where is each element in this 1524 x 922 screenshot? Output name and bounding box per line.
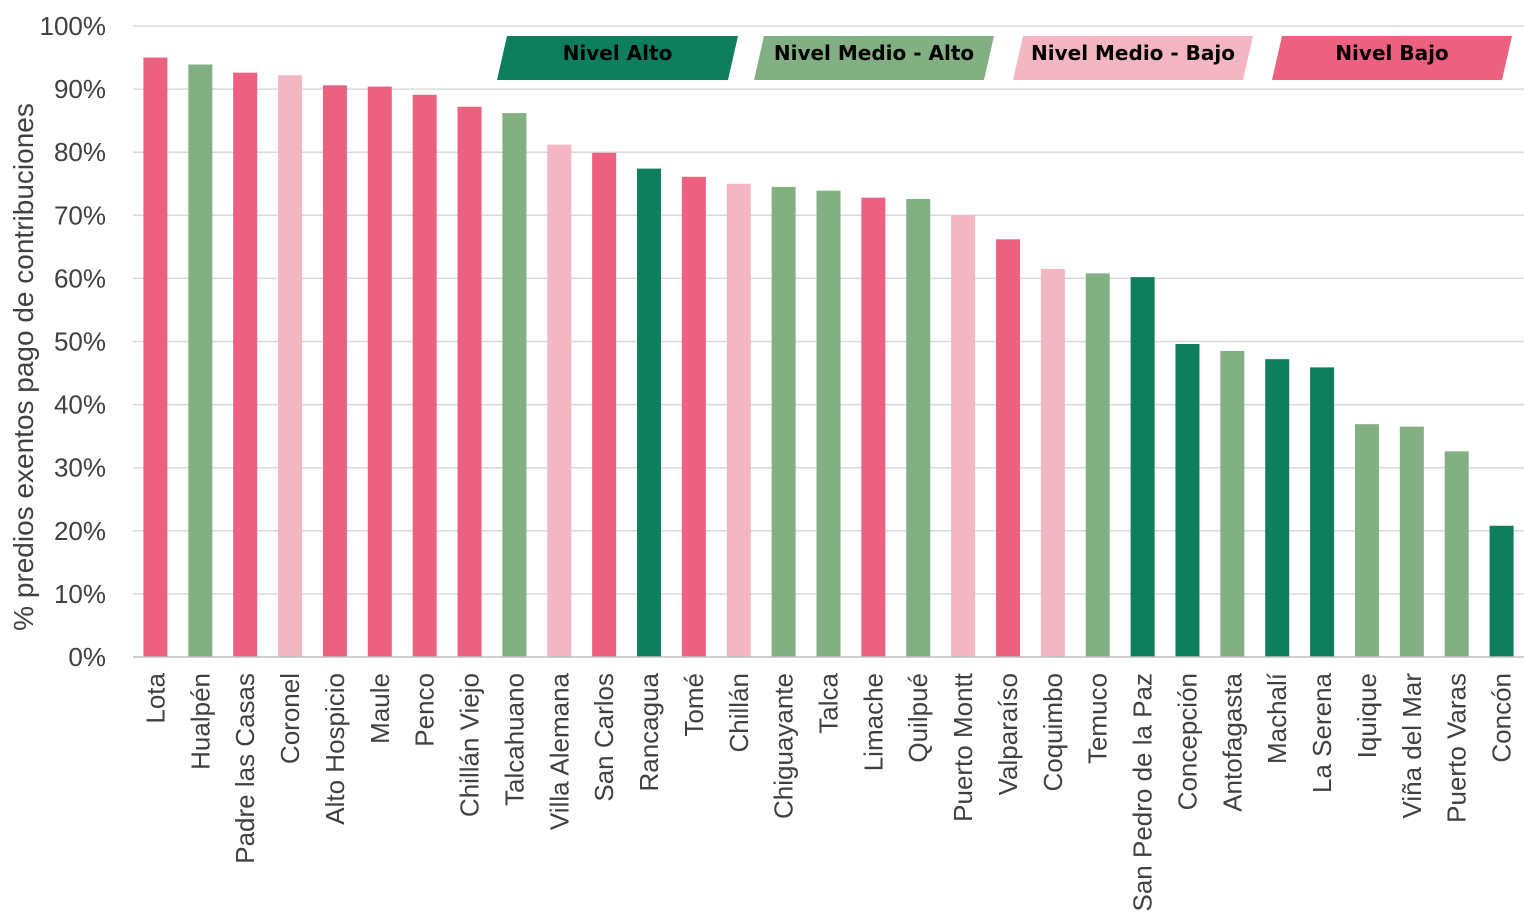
- bar-limache: [861, 197, 886, 657]
- bar-san-carlos: [592, 152, 617, 657]
- bar-puerto-montt: [951, 215, 976, 658]
- x-category-label: Maule: [365, 673, 395, 744]
- bar-viña-del-mar: [1399, 426, 1424, 657]
- bar-machalí: [1265, 359, 1290, 657]
- y-axis-label: % predios exentos pago de contribuciones: [8, 103, 39, 631]
- bar-lota: [143, 57, 168, 658]
- x-category-label: San Carlos: [589, 673, 619, 802]
- x-category-label: Puerto Varas: [1442, 673, 1472, 823]
- x-category-label: Hualpén: [185, 673, 215, 770]
- bar-alto-hospicio: [322, 85, 347, 657]
- y-tick-label: 90%: [54, 74, 106, 104]
- x-category-label: Antofagasta: [1217, 672, 1247, 811]
- bars: [143, 57, 1514, 658]
- bar-tomé: [681, 176, 706, 657]
- bar-penco: [412, 94, 437, 658]
- x-category-label: Rancagua: [634, 672, 664, 791]
- legend-swatch: [1013, 36, 1253, 80]
- x-category-label: Talca: [814, 672, 844, 733]
- bar-coronel: [278, 75, 303, 657]
- legend-label: Nivel Medio - Alto: [774, 41, 974, 65]
- y-tick-label: 50%: [54, 327, 106, 357]
- y-axis-ticks: 0% 10% 20% 30% 40% 50% 60% 70% 80% 90% 100%: [40, 11, 107, 672]
- y-tick-label: 30%: [54, 453, 106, 483]
- x-category-label: Concón: [1487, 673, 1517, 763]
- legend-label: Nivel Bajo: [1335, 41, 1448, 65]
- bar-antofagasta: [1220, 350, 1245, 657]
- bar-la-serena: [1310, 367, 1335, 657]
- y-tick-label: 70%: [54, 200, 106, 230]
- legend-swatch: [754, 36, 994, 80]
- x-category-label: Iquique: [1352, 673, 1382, 758]
- x-category-label: Talcahuano: [499, 673, 529, 806]
- legend-label: Nivel Medio - Bajo: [1031, 41, 1235, 65]
- x-axis-categories: Lota Hualpén Padre las Casas Coronel Alto Ho…: [140, 672, 1516, 911]
- legend-item-medio_bajo: Nivel Medio - Bajo: [1013, 36, 1253, 80]
- x-category-label: Tomé: [679, 673, 709, 737]
- y-tick-label: 20%: [54, 516, 106, 546]
- y-tick-label: 80%: [54, 137, 106, 167]
- x-category-label: Alto Hospicio: [320, 673, 350, 825]
- bar-puerto-varas: [1444, 451, 1469, 657]
- bar-villa-alemana: [547, 144, 572, 658]
- legend-item-bajo: Nivel Bajo: [1272, 36, 1512, 80]
- x-category-label: Padre las Casas: [230, 673, 260, 864]
- y-tick-label: 0%: [68, 642, 106, 672]
- bar-concepción: [1175, 344, 1200, 657]
- y-tick-label: 60%: [54, 263, 106, 293]
- legend-item-medio_alto: Nivel Medio - Alto: [754, 36, 994, 80]
- x-category-label: Machalí: [1262, 672, 1292, 764]
- x-category-label: Coquimbo: [1038, 673, 1068, 792]
- y-tick-label: 100%: [40, 11, 107, 41]
- x-category-label: San Pedro de la Paz: [1128, 673, 1158, 912]
- x-category-label: Chiguayante: [769, 673, 799, 819]
- x-category-label: Temuco: [1083, 673, 1113, 764]
- x-category-label: Quilpué: [903, 673, 933, 763]
- bar-iquique: [1354, 424, 1379, 657]
- bar-chillán: [726, 183, 751, 657]
- bar-coquimbo: [1040, 268, 1065, 657]
- bar-chiguayante: [771, 186, 796, 657]
- x-category-label: La Serena: [1307, 672, 1337, 793]
- x-category-label: Chillán: [724, 673, 754, 753]
- bar-talcahuano: [502, 113, 527, 657]
- legend-label: Nivel Alto: [563, 41, 673, 65]
- bar-chillán-viejo: [457, 106, 482, 657]
- bar-temuco: [1085, 273, 1110, 657]
- legend-swatch: [497, 36, 738, 80]
- bar-valparaíso: [995, 239, 1020, 657]
- bar-hualpén: [188, 64, 213, 658]
- legend: Nivel Alto Nivel Medio - Alto Nivel Medio …: [497, 36, 1512, 80]
- x-category-label: Viña del Mar: [1397, 673, 1427, 819]
- bar-padre-las-casas: [233, 72, 258, 658]
- y-tick-label: 10%: [54, 579, 106, 609]
- x-category-label: Coronel: [275, 673, 305, 764]
- bar-maule: [367, 86, 392, 658]
- bar-talca: [816, 190, 841, 658]
- x-category-label: Valparaíso: [993, 673, 1023, 795]
- x-category-label: Lota: [140, 672, 170, 723]
- x-category-label: Chillán Viejo: [455, 673, 485, 817]
- legend-item-alto: Nivel Alto: [497, 36, 738, 80]
- x-category-label: Limache: [858, 673, 888, 771]
- x-category-label: Villa Alemana: [544, 672, 574, 830]
- bar-quilpué: [906, 198, 931, 658]
- bar-concón: [1489, 525, 1514, 657]
- bar-rancagua: [637, 168, 662, 657]
- x-category-label: Concepción: [1172, 673, 1202, 810]
- bar-san-pedro-de-la-paz: [1130, 277, 1155, 657]
- x-category-label: Puerto Montt: [948, 672, 978, 822]
- y-tick-label: 40%: [54, 390, 106, 420]
- x-category-label: Penco: [410, 673, 440, 747]
- legend-swatch: [1272, 36, 1512, 80]
